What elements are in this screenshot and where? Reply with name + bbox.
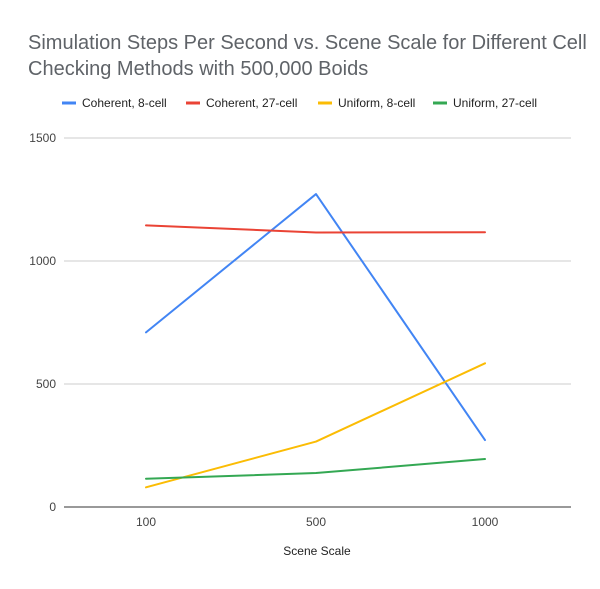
series-line — [145, 193, 486, 442]
x-tick-label: 500 — [306, 515, 326, 529]
chart-title: Simulation Steps Per Second vs. Scene Sc… — [28, 32, 587, 80]
y-tick-label: 1000 — [29, 254, 56, 268]
series-line — [145, 362, 486, 489]
legend-label: Coherent, 27-cell — [206, 96, 297, 110]
x-tick-label: 100 — [136, 515, 156, 529]
series-layer — [145, 193, 486, 489]
series-line — [145, 458, 486, 480]
series-line — [145, 224, 486, 234]
y-tick-label: 1500 — [29, 131, 56, 145]
x-axis-label: Scene Scale — [283, 544, 351, 558]
legend-label: Coherent, 8-cell — [82, 96, 167, 110]
legend-layer: Coherent, 8-cell Coherent, 27-cell Uniform… — [62, 96, 537, 110]
y-tick-label: 500 — [36, 377, 56, 391]
legend-label: Uniform, 8-cell — [338, 96, 415, 110]
y-tick-label: 0 — [49, 500, 56, 514]
x-tick-label: 1000 — [472, 515, 499, 529]
axis-layer: 0 500 1000 1500 100 500 1000 — [29, 131, 498, 529]
legend-label: Uniform, 27-cell — [453, 96, 537, 110]
grid-layer — [64, 137, 571, 508]
